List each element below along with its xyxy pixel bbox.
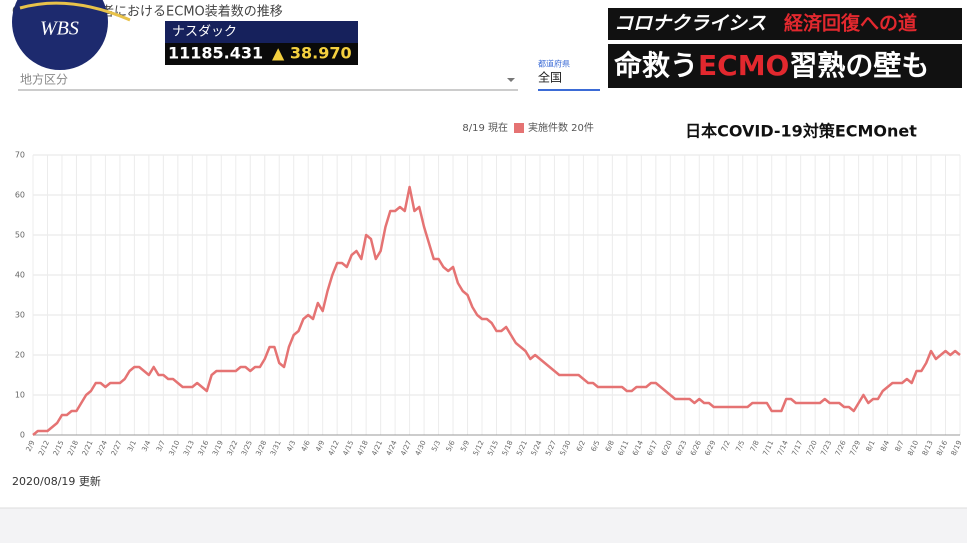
- source-box: [662, 118, 940, 145]
- headline-part: 習熟の壁も: [789, 49, 929, 82]
- pref-filter[interactable]: 全国: [538, 70, 562, 85]
- series-subtitle: 経済回復への道: [784, 12, 917, 35]
- y-tick-label: 60: [15, 191, 25, 200]
- legend-date: 8/19 現在: [462, 122, 508, 134]
- pref-label: 都道府県: [538, 59, 570, 69]
- legend-swatch: [514, 123, 524, 133]
- ticker-value: 11185.431: [168, 44, 263, 63]
- headline-box: [608, 44, 962, 88]
- headline: 命救うECMO習熟の壁も: [614, 49, 929, 82]
- ticker-head: [165, 21, 358, 43]
- headline-part: ECMO: [698, 49, 789, 82]
- y-tick-label: 10: [15, 391, 25, 400]
- y-tick-label: 70: [15, 151, 25, 160]
- y-tick-label: 50: [15, 231, 25, 240]
- ticker-body: [165, 43, 358, 65]
- logo-disc: [12, 0, 108, 70]
- y-tick-label: 30: [15, 311, 25, 320]
- series-title: コロナクライシス: [614, 13, 766, 35]
- logo-swoosh: [19, 1, 131, 22]
- y-tick-label: 0: [20, 431, 25, 440]
- legend-label: 実施件数 20件: [528, 121, 594, 134]
- bottom-strip: [0, 508, 967, 543]
- updated: 2020/08/19 更新: [12, 474, 101, 488]
- region-filter[interactable]: 地方区分: [20, 72, 68, 87]
- ticker-name: ナスダック: [172, 25, 237, 40]
- series-line: [32, 185, 961, 436]
- headline-part: 命救う: [614, 49, 698, 82]
- y-tick-label: 20: [15, 351, 25, 360]
- ticker-change: ▲ 38.970: [272, 44, 352, 63]
- y-tick-label: 40: [15, 271, 25, 280]
- source: 日本COVID-19対策ECMOnet: [685, 122, 917, 141]
- logo: WBS: [40, 18, 79, 40]
- dropdown-arrow: [507, 78, 515, 82]
- series-box: [608, 8, 962, 40]
- overlay: WBS ナスダック 11185.431 ▲ 38.970 コロナクライシス 経済…: [12, 0, 962, 145]
